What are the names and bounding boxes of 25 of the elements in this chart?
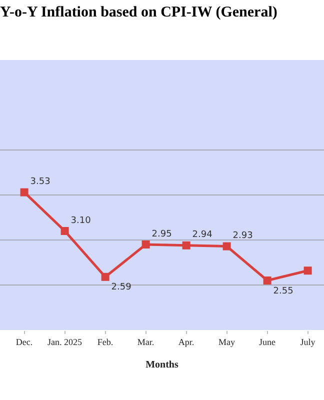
chart-title: Y-o-Y Inflation based on CPI-IW (General): [0, 4, 278, 20]
x-tick-label: Jan. 2025: [48, 336, 83, 347]
x-tick-label: Dec.: [16, 336, 33, 347]
data-label: 3.53: [30, 177, 50, 188]
x-tick-label: June: [259, 336, 276, 347]
point: [20, 188, 28, 196]
x-tick-label: May: [218, 336, 236, 347]
x-tick-label: Mar.: [137, 336, 154, 347]
x-axis-title: Months: [146, 359, 178, 370]
point: [263, 276, 272, 284]
point: [182, 241, 190, 250]
data-label: 2.95: [152, 229, 172, 240]
x-tick-label: Feb.: [97, 336, 114, 347]
data-label: 2.93: [232, 231, 253, 242]
point: [142, 240, 150, 248]
data-label: 2.59: [111, 282, 132, 293]
point: [304, 266, 312, 275]
data-label: 2.94: [192, 230, 213, 240]
point: [60, 227, 69, 235]
point: [222, 242, 231, 250]
x-tick-label: July: [300, 336, 316, 347]
x-tick-label: Apr.: [178, 336, 194, 347]
data-label: 3.10: [70, 216, 92, 226]
data-label: 2.55: [273, 286, 294, 296]
point: [101, 272, 110, 281]
